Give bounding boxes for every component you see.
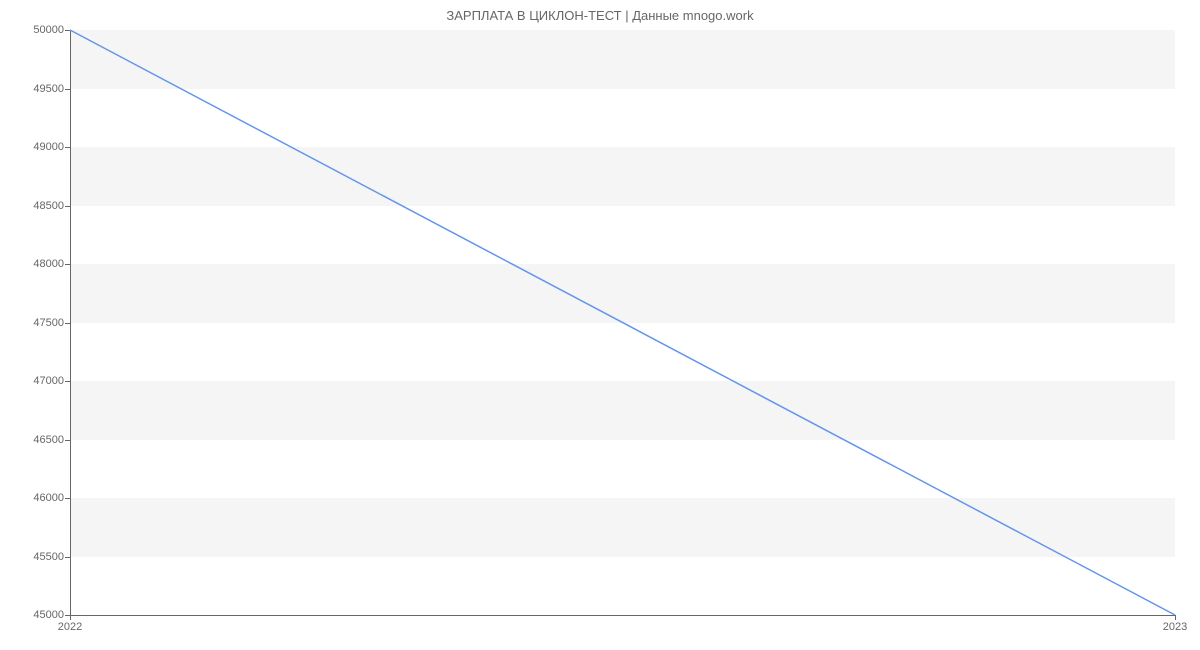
x-axis-line <box>70 615 1175 616</box>
y-tick-label: 46500 <box>33 434 64 446</box>
y-tick-label: 47000 <box>33 375 64 387</box>
y-tick-label: 48000 <box>33 258 64 270</box>
y-tick-label: 50000 <box>33 24 64 36</box>
plot-area: 4500045500460004650047000475004800048500… <box>70 30 1175 615</box>
line-layer <box>70 30 1175 615</box>
chart-container: ЗАРПЛАТА В ЦИКЛОН-ТЕСТ | Данные mnogo.wo… <box>0 0 1200 650</box>
series-line-salary <box>70 30 1175 615</box>
y-tick-label: 46000 <box>33 492 64 504</box>
y-tick-label: 47500 <box>33 317 64 329</box>
chart-title: ЗАРПЛАТА В ЦИКЛОН-ТЕСТ | Данные mnogo.wo… <box>0 8 1200 23</box>
x-tick-mark <box>1175 615 1176 620</box>
y-tick-label: 49500 <box>33 83 64 95</box>
y-tick-label: 49000 <box>33 141 64 153</box>
x-tick-label: 2022 <box>58 621 82 633</box>
y-tick-label: 48500 <box>33 200 64 212</box>
x-tick-label: 2023 <box>1163 621 1187 633</box>
y-tick-label: 45000 <box>33 609 64 621</box>
y-tick-label: 45500 <box>33 551 64 563</box>
